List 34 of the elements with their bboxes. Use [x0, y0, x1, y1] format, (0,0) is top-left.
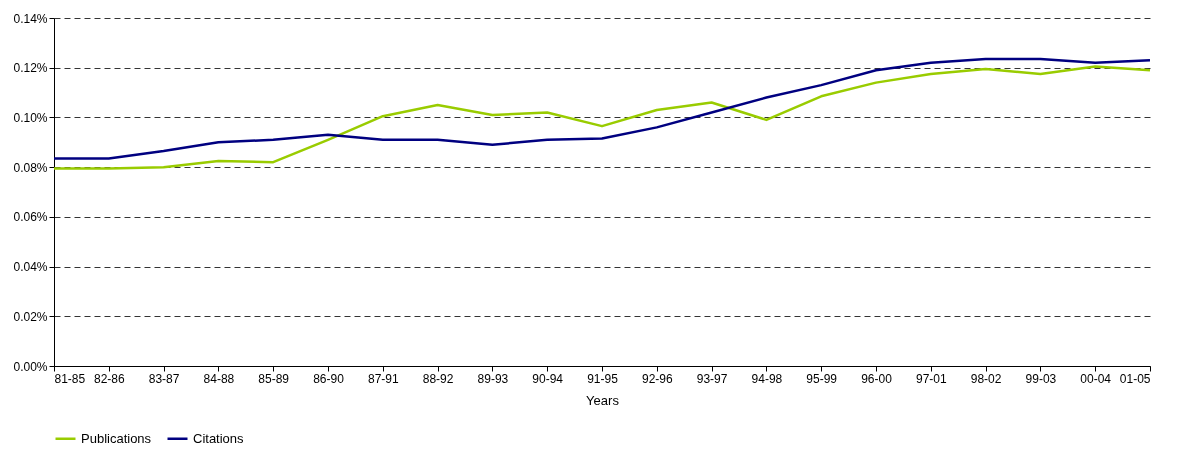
- x-tick-label: 81-85: [54, 371, 86, 386]
- x-axis-title: Years: [586, 392, 620, 408]
- legend-label: Publications: [81, 430, 152, 446]
- x-tick-label: 91-95: [587, 371, 619, 386]
- x-tick-label: 96-00: [861, 371, 893, 386]
- x-tick-label: 97-01: [915, 371, 947, 386]
- x-tick-label: 00-04: [1080, 371, 1112, 386]
- x-tick-label: 01-05: [1119, 371, 1151, 386]
- line-series: [52, 65, 1152, 170]
- x-tick-label: 94-98: [751, 371, 783, 386]
- x-tick-label: 86-90: [313, 371, 345, 386]
- x-tick-label: 95-99: [806, 371, 838, 386]
- x-tick-label: 88-92: [422, 371, 454, 386]
- y-tick-label: 0.14%: [13, 11, 48, 26]
- y-tick-label: 0.06%: [13, 210, 48, 225]
- x-tick-label: 82-86: [93, 371, 125, 386]
- x-tick-label: 98-02: [970, 371, 1002, 386]
- y-tick-label: 0.00%: [13, 359, 48, 374]
- legend-label: Citations: [193, 430, 245, 446]
- y-tick-label: 0.04%: [13, 260, 48, 275]
- x-tick-label: 90-94: [532, 371, 564, 386]
- x-tick-label: 99-03: [1025, 371, 1057, 386]
- x-tick-label: 85-89: [258, 371, 290, 386]
- line-series: [52, 57, 1152, 160]
- y-tick-label: 0.08%: [13, 160, 48, 175]
- x-tick-label: 89-93: [477, 371, 509, 386]
- x-tick-label: 83-87: [148, 371, 180, 386]
- x-tick-label: 93-97: [696, 371, 728, 386]
- x-tick-label: 92-96: [641, 371, 673, 386]
- x-tick-label: 87-91: [367, 371, 399, 386]
- y-tick-label: 0.02%: [13, 309, 48, 324]
- x-tick-label: 84-88: [203, 371, 235, 386]
- y-tick-label: 0.12%: [13, 61, 48, 76]
- y-tick-label: 0.10%: [13, 110, 48, 125]
